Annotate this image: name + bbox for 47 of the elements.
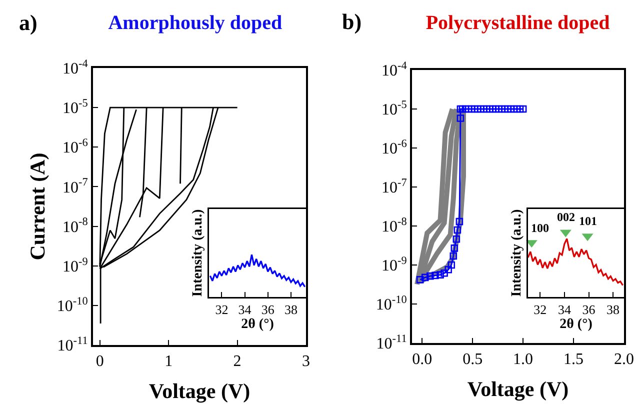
y-tick-label: 10$^{-10}$: [56, 295, 88, 316]
x-tick-label: 36: [261, 302, 275, 318]
y-tick-label: 10$^{-9}$: [381, 254, 408, 275]
x-tick-label: 1.0: [513, 351, 534, 368]
x-tick-label: 34: [238, 302, 252, 318]
y-tick-label: 10$^{-11}$: [57, 334, 88, 355]
y-axis-title: Intensity (a.u.): [509, 208, 524, 297]
chart-title: Amorphously doped: [108, 12, 282, 34]
y-tick-label: 10$^{-6}$: [62, 137, 88, 157]
annotation: 101: [579, 214, 597, 228]
y-axis-title: Current (A): [26, 152, 50, 260]
x-tick-label: 34: [558, 302, 572, 318]
y-tick-label: 10$^{-11}$: [376, 332, 407, 353]
y-tick-label: 10$^{-10}$: [376, 294, 408, 314]
y-tick-label: 10$^{-4}$: [62, 58, 88, 78]
x-tick-label: 2: [233, 353, 242, 370]
y-tick-label: 10$^{-9}$: [62, 256, 88, 276]
x-axis-title: 2θ (°): [560, 317, 593, 332]
y-tick-label: 10$^{-6}$: [381, 138, 408, 158]
x-tick-label: 1.5: [564, 351, 584, 368]
x-tick-label: 0.0: [412, 351, 432, 368]
y-tick-label: 10$^{-7}$: [62, 176, 88, 196]
y-axis-title: Intensity (a.u.): [190, 208, 206, 297]
x-tick-label: 2.0: [614, 351, 634, 368]
x-tick-label: 0: [96, 353, 104, 370]
x-tick-label: 38: [284, 302, 298, 318]
x-tick-label: 32: [534, 302, 547, 318]
y-tick-label: 10$^{-7}$: [381, 176, 408, 197]
annotation: 002: [557, 210, 575, 224]
y-tick-label: 10$^{-5}$: [381, 98, 408, 119]
x-tick-label: 32: [215, 302, 228, 318]
x-tick-label: 3: [302, 353, 310, 370]
x-axis-title: Voltage (V): [467, 376, 569, 401]
x-axis-title: 2θ (°): [241, 317, 274, 332]
y-tick-label: 10$^{-5}$: [62, 97, 88, 118]
x-tick-label: 38: [606, 302, 620, 318]
text: a): [19, 10, 38, 35]
text: b): [342, 9, 362, 34]
x-tick-label: 0.5: [462, 351, 483, 368]
x-tick-label: 36: [582, 302, 596, 318]
y-tick-label: 10$^{-8}$: [62, 216, 88, 236]
y-tick-label: 10$^{-4}$: [381, 60, 408, 80]
x-axis-title: Voltage (V): [148, 378, 250, 403]
y-tick-label: 10$^{-8}$: [381, 216, 408, 236]
annotation: 100: [531, 221, 549, 235]
chart-title: Polycrystalline doped: [426, 12, 610, 34]
x-tick-label: 1: [164, 353, 173, 370]
